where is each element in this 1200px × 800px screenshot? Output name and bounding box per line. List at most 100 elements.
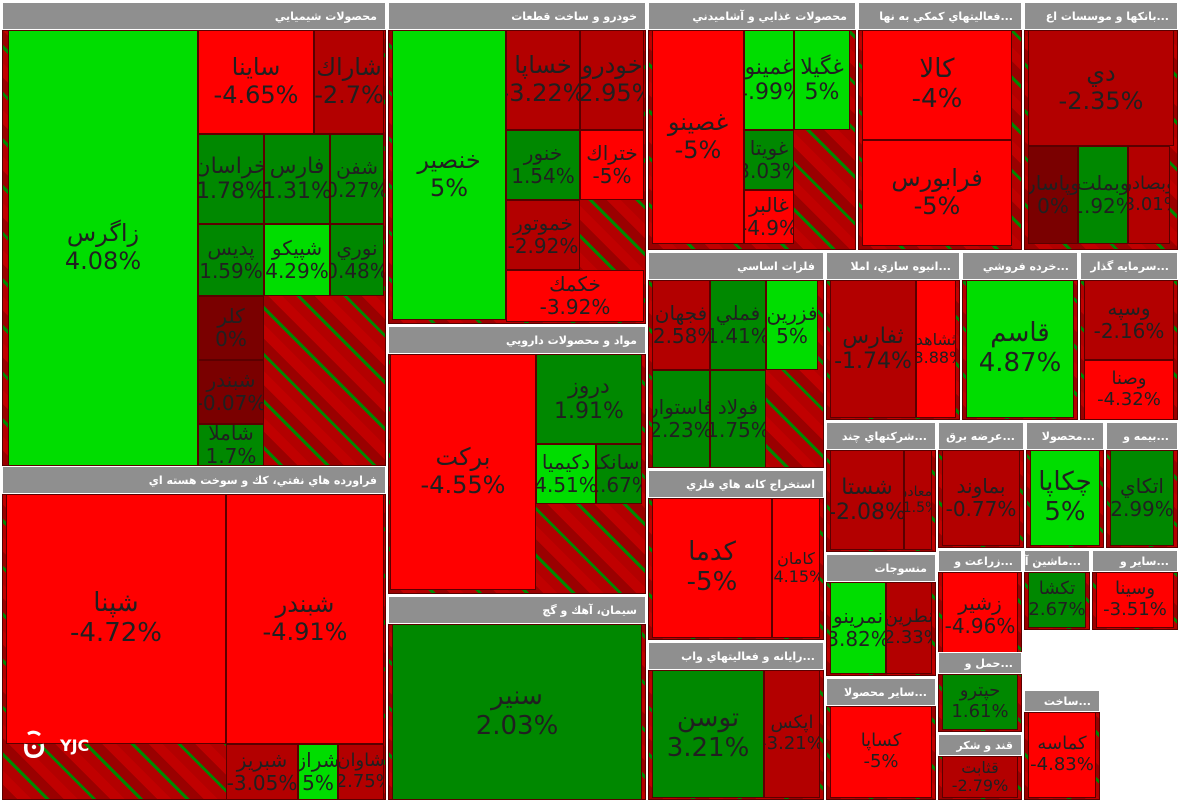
treemap-tile[interactable]: شراز 5% xyxy=(298,744,338,800)
treemap-tile[interactable]: كساپا -5% xyxy=(830,706,932,798)
treemap-tile[interactable]: غگيلا 5% xyxy=(794,30,850,130)
treemap-tile[interactable]: ثفارس -1.74% xyxy=(830,280,916,418)
treemap-tile[interactable]: كالا -4% xyxy=(862,30,1012,140)
treemap-tile[interactable]: زاگرس 4.08% xyxy=(8,30,198,466)
tile-symbol: خكمك xyxy=(549,272,601,296)
treemap-tile[interactable]: ختراك -5% xyxy=(580,130,644,200)
treemap-tile[interactable]: قاسم 4.87% xyxy=(966,280,1074,418)
treemap-tile[interactable]: قثابت -2.79% xyxy=(942,756,1018,798)
tile-change: -5% xyxy=(913,192,961,220)
treemap-tile[interactable]: اتكاي 2.99% xyxy=(1110,450,1174,546)
tile-symbol: شفن xyxy=(335,155,379,179)
treemap-tile[interactable]: فولاد1.75% xyxy=(710,370,766,468)
tile-symbol: نوري xyxy=(336,236,378,260)
treemap-tile[interactable]: شپيكو 4.29% xyxy=(264,224,330,296)
tile-change: -4.65% xyxy=(213,81,299,109)
treemap-tile[interactable]: وپاسار 0% xyxy=(1028,146,1078,244)
treemap-tile[interactable]: فجهان-2.58% xyxy=(652,280,710,370)
tile-change: -4.91% xyxy=(262,618,348,646)
treemap-tile[interactable]: خنصير 5% xyxy=(392,30,506,320)
treemap-tile[interactable]: خساپا-3.22% xyxy=(506,30,580,130)
tile-change: -4.9% xyxy=(745,216,793,240)
treemap-tile[interactable]: وسپه -2.16% xyxy=(1084,280,1174,360)
tile-symbol: خنور xyxy=(523,141,563,165)
treemap-tile[interactable]: كدما -5% xyxy=(652,498,772,638)
treemap-tile[interactable]: چكاپا 5% xyxy=(1030,450,1100,546)
treemap-tile[interactable]: دروز 1.91% xyxy=(536,354,642,444)
tile-change: 4.87% xyxy=(978,348,1062,378)
treemap-tile[interactable]: خموتور -2.92% xyxy=(506,200,580,270)
treemap-tile[interactable]: غالبر-4.9% xyxy=(744,190,794,244)
treemap-tile[interactable]: كامان-4.15% xyxy=(772,498,820,638)
treemap-tile[interactable]: شپنا -4.72% xyxy=(6,494,226,744)
treemap-tile[interactable]: ومعادن-1.5% xyxy=(904,450,932,550)
tile-change: 0.27% xyxy=(331,178,383,202)
treemap-tile[interactable]: غصينو -5% xyxy=(652,30,744,244)
treemap-tile[interactable]: كلر 0% xyxy=(198,296,264,360)
treemap-tile[interactable]: شاملا 1.7% xyxy=(198,424,264,466)
treemap-tile[interactable]: فزرين 5% xyxy=(766,280,818,370)
tile-symbol: خودرو xyxy=(581,51,643,80)
treemap-tile[interactable]: نمرينو3.82% xyxy=(830,582,886,674)
treemap-tile[interactable]: خودرو-2.95% xyxy=(580,30,644,130)
tile-change: -2.7% xyxy=(314,81,384,109)
treemap-tile[interactable]: اپكس-3.21% xyxy=(764,670,820,798)
treemap-tile[interactable]: ساينا -4.65% xyxy=(198,30,314,134)
treemap-tile[interactable]: حپترو 1.61% xyxy=(942,674,1018,730)
treemap-tile[interactable]: شاوان-2.75% xyxy=(338,744,384,800)
treemap-tile[interactable]: نوري0.48% xyxy=(330,224,384,296)
treemap-tile[interactable]: خكمك -3.92% xyxy=(506,270,644,322)
tile-symbol: خنصير xyxy=(417,146,481,175)
treemap-tile[interactable]: خنور 1.54% xyxy=(506,130,580,200)
treemap-tile[interactable]: ثشاهد-3.88% xyxy=(916,280,956,418)
treemap-tile[interactable]: دكيميا 4.51% xyxy=(536,444,596,504)
treemap-tile[interactable]: شستا -2.08% xyxy=(830,450,904,550)
treemap-tile[interactable]: شبندر -0.07% xyxy=(198,360,264,424)
treemap-tile[interactable]: دي -2.35% xyxy=(1028,30,1174,146)
tile-change: -2.35% xyxy=(1058,87,1144,115)
tile-change: 0.48% xyxy=(331,259,383,283)
tile-symbol: اتكاي xyxy=(1120,474,1164,498)
treemap-tile[interactable]: خراسان 1.78% xyxy=(198,134,264,224)
treemap-tile[interactable]: سنير 2.03% xyxy=(392,624,642,800)
tile-symbol: قاسم xyxy=(990,318,1050,349)
tile-change: -3.51% xyxy=(1103,599,1167,620)
treemap-tile[interactable]: زشير -4.96% xyxy=(942,572,1018,658)
sector-header: مواد و محصولات دارويي xyxy=(388,326,646,354)
tile-symbol: شبريز xyxy=(236,748,288,772)
tile-change: 4.51% xyxy=(536,473,596,497)
tile-change: 0% xyxy=(1037,194,1069,218)
treemap-tile[interactable]: فاستوار 2.23% xyxy=(652,370,710,468)
treemap-tile[interactable]: شبندر -4.91% xyxy=(226,494,384,744)
treemap-tile[interactable]: دسانكو1.67% xyxy=(596,444,642,504)
tile-change: 2.67% xyxy=(1028,599,1086,620)
tile-change: -3.88% xyxy=(917,348,955,367)
treemap-tile[interactable]: غويتا3.03% xyxy=(744,130,794,190)
treemap-tile[interactable]: تكشا 2.67% xyxy=(1028,572,1086,628)
treemap-tile[interactable]: بركت -4.55% xyxy=(390,354,536,590)
tile-change: 1.91% xyxy=(554,399,624,424)
treemap-tile[interactable]: فارس 1.31% xyxy=(264,134,330,224)
tile-change: -2.33% xyxy=(887,627,931,648)
tile-symbol: فزرين xyxy=(766,301,818,325)
treemap-tile[interactable]: كماسه -4.83% xyxy=(1028,712,1096,798)
tile-symbol: زشير xyxy=(958,591,1002,615)
treemap-tile[interactable]: وبصادر-3.01% xyxy=(1128,146,1170,244)
treemap-tile[interactable]: بماوند -0.77% xyxy=(942,450,1020,546)
tile-change: 3.03% xyxy=(745,159,793,183)
tile-change: -5% xyxy=(863,751,899,772)
treemap-tile[interactable]: شفن0.27% xyxy=(330,134,384,224)
treemap-tile[interactable]: شاراك -2.7% xyxy=(314,30,384,134)
treemap-tile[interactable]: توسن 3.21% xyxy=(652,670,764,798)
treemap-tile[interactable]: وبملت1.92% xyxy=(1078,146,1128,244)
sector-header: حمل و... xyxy=(938,652,1022,674)
treemap-tile[interactable]: پديس 1.59% xyxy=(198,224,264,296)
treemap-tile[interactable]: وسينا -3.51% xyxy=(1096,572,1174,628)
treemap-tile[interactable]: فرابورس -5% xyxy=(862,140,1012,246)
tile-symbol: كامان xyxy=(777,548,815,568)
treemap-tile[interactable]: فملي1.41% xyxy=(710,280,766,370)
treemap-tile[interactable]: وصنا -4.32% xyxy=(1084,360,1174,420)
treemap-tile[interactable]: غمينو4.99% xyxy=(744,30,794,130)
treemap-tile[interactable]: نطرين-2.33% xyxy=(886,582,932,674)
treemap-tile[interactable]: شبريز -3.05% xyxy=(226,744,298,800)
